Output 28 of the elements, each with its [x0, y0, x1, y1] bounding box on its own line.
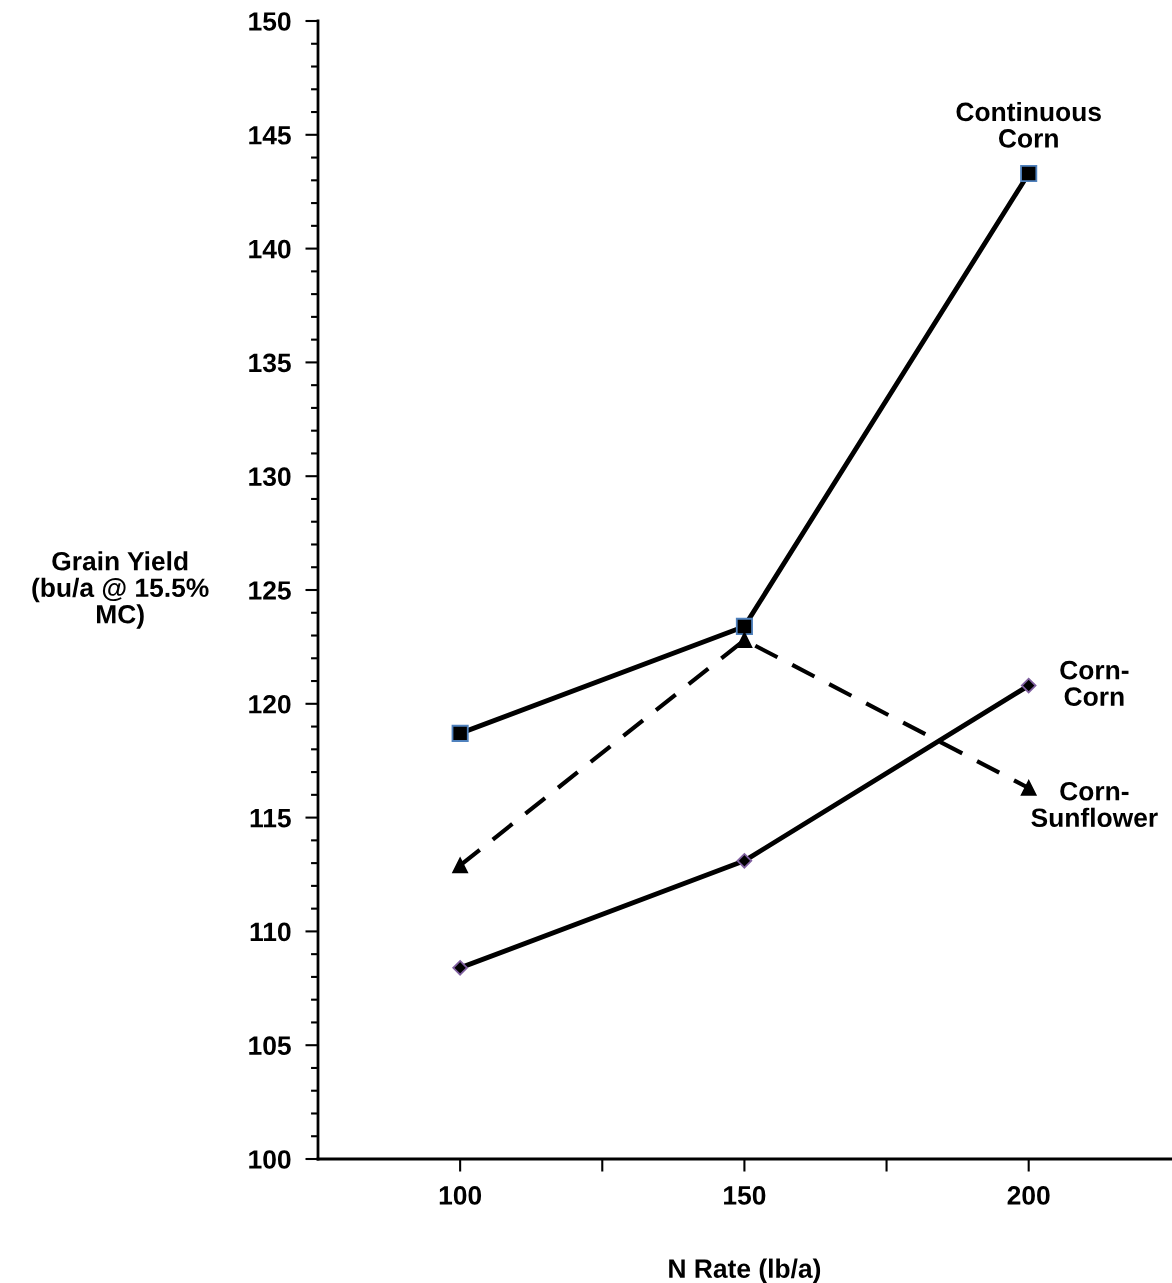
- point: [452, 857, 468, 874]
- series-label: Corn- Corn: [1060, 660, 1129, 706]
- point: [736, 632, 753, 648]
- point: [735, 617, 753, 635]
- x-axis-title: N Rate (lb/a): [669, 1258, 821, 1283]
- point: [1020, 677, 1037, 694]
- point: [452, 960, 468, 976]
- y-tick-label: 100: [249, 1150, 291, 1169]
- series-label: Corn- Sunflower: [1031, 781, 1158, 828]
- x-tick-label: 150: [724, 1186, 766, 1205]
- y-tick-label: 125: [249, 581, 291, 600]
- point: [736, 853, 753, 869]
- series-label: Continuous Corn: [956, 101, 1101, 148]
- y-tick-label: 110: [250, 922, 291, 942]
- y-tick-label: 105: [249, 1036, 291, 1056]
- y-tick-label: 115: [250, 809, 291, 828]
- point: [1020, 780, 1037, 796]
- y-tick-label: 135: [249, 353, 291, 373]
- x-tick-label: 100: [439, 1186, 482, 1205]
- point: [451, 724, 469, 742]
- y-tick-label: 145: [249, 126, 291, 145]
- point: [1020, 164, 1038, 183]
- y-tick-label: 150: [249, 12, 291, 31]
- y-tick-label: 140: [249, 239, 291, 259]
- y-tick-label: 130: [249, 467, 291, 487]
- y-tick-label: 120: [249, 694, 291, 714]
- y-axis-title: Grain Yield (bu/a @ 15.5% MC): [32, 551, 209, 629]
- x-tick-label: 200: [1007, 1186, 1050, 1205]
